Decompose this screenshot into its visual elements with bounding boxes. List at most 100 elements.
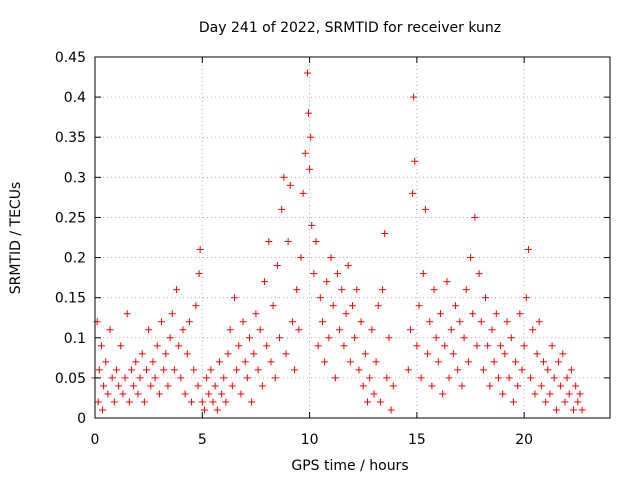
- data-point: [469, 310, 477, 318]
- data-point: [484, 342, 492, 350]
- data-point: [462, 286, 470, 294]
- data-point: [123, 310, 131, 318]
- data-point: [509, 398, 517, 406]
- data-point: [516, 310, 524, 318]
- data-point: [381, 229, 389, 237]
- data-point: [499, 390, 507, 398]
- data-point: [194, 382, 202, 390]
- data-point: [456, 318, 464, 326]
- data-point: [117, 342, 125, 350]
- data-point: [434, 358, 442, 366]
- data-point: [464, 358, 472, 366]
- data-point: [190, 366, 198, 374]
- data-point: [140, 398, 148, 406]
- data-point: [383, 374, 391, 382]
- data-point: [458, 382, 466, 390]
- data-point: [138, 350, 146, 358]
- data-point: [158, 318, 166, 326]
- data-points: [91, 69, 586, 414]
- data-point: [327, 254, 335, 262]
- y-tick-label: 0.1: [64, 331, 86, 347]
- data-point: [147, 382, 155, 390]
- data-point: [312, 238, 320, 246]
- data-point: [318, 318, 326, 326]
- data-point: [211, 382, 219, 390]
- data-point: [415, 302, 423, 310]
- data-point: [419, 270, 427, 278]
- data-point: [572, 382, 580, 390]
- data-point: [492, 310, 500, 318]
- data-point: [256, 326, 264, 334]
- data-point: [220, 374, 228, 382]
- data-point: [183, 350, 191, 358]
- data-point: [112, 366, 120, 374]
- data-point: [278, 205, 286, 213]
- y-tick-label: 0.45: [55, 50, 86, 66]
- data-point: [155, 390, 163, 398]
- data-point: [198, 398, 206, 406]
- data-point: [276, 334, 284, 342]
- data-point: [557, 382, 565, 390]
- data-point: [185, 318, 193, 326]
- data-point: [336, 326, 344, 334]
- data-point: [115, 382, 123, 390]
- data-point: [233, 366, 241, 374]
- data-point: [505, 374, 513, 382]
- data-point: [546, 390, 554, 398]
- data-point: [537, 382, 545, 390]
- data-point: [291, 366, 299, 374]
- data-point: [361, 350, 369, 358]
- data-point: [149, 358, 157, 366]
- data-point: [473, 342, 481, 350]
- data-point: [265, 238, 273, 246]
- x-tick-label: 0: [91, 432, 100, 448]
- data-point: [501, 350, 509, 358]
- data-point: [181, 390, 189, 398]
- data-point: [243, 374, 251, 382]
- data-point: [409, 189, 417, 197]
- data-point: [555, 358, 562, 366]
- data-point: [97, 342, 105, 350]
- data-point: [203, 374, 211, 382]
- data-point: [364, 398, 372, 406]
- data-point: [389, 382, 397, 390]
- data-point: [136, 374, 144, 382]
- y-axis-label: SRMTID / TECUs: [8, 182, 24, 295]
- data-point: [314, 342, 322, 350]
- data-point: [127, 366, 135, 374]
- data-point: [441, 342, 449, 350]
- plot-frame: [94, 56, 611, 419]
- data-point: [432, 334, 440, 342]
- data-point: [479, 366, 487, 374]
- data-point: [121, 374, 129, 382]
- data-point: [552, 406, 560, 414]
- data-point: [376, 398, 384, 406]
- data-point: [533, 350, 541, 358]
- x-tick-label: 15: [408, 432, 426, 448]
- data-point: [567, 366, 575, 374]
- data-point: [406, 326, 414, 334]
- data-point: [544, 366, 552, 374]
- data-point: [288, 318, 296, 326]
- data-point: [535, 318, 543, 326]
- data-point: [316, 294, 324, 302]
- y-tick-label: 0.05: [55, 371, 86, 387]
- data-point: [574, 398, 582, 406]
- data-point: [134, 390, 142, 398]
- x-tick-label: 20: [515, 432, 533, 448]
- data-point: [119, 390, 127, 398]
- data-point: [372, 358, 380, 366]
- data-point: [192, 302, 200, 310]
- data-point: [168, 310, 176, 318]
- data-point: [230, 294, 238, 302]
- data-point: [387, 406, 395, 414]
- data-point: [559, 350, 567, 358]
- data-point: [310, 270, 318, 278]
- y-tick-label: 0.3: [64, 170, 86, 186]
- data-point: [512, 358, 520, 366]
- y-axis-ticks: 0 0.05 0.1 0.15 0.2 0.25 0.3 0.35 0.4 0.45: [55, 50, 610, 427]
- data-point: [421, 205, 429, 213]
- data-point: [342, 310, 350, 318]
- data-point: [548, 342, 556, 350]
- data-point: [104, 390, 112, 398]
